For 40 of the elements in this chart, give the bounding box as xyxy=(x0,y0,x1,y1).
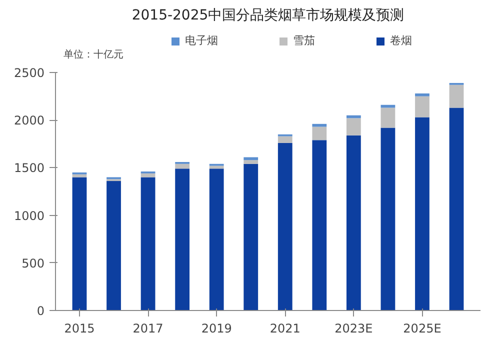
bar xyxy=(72,177,87,310)
y-tick-label: 500 xyxy=(22,256,44,270)
x-tick-label: 2025E xyxy=(403,322,442,336)
bar xyxy=(312,140,327,310)
x-tick-label: 2015 xyxy=(64,322,95,336)
y-tick-label: 1500 xyxy=(14,161,45,176)
x-tick-label: 2021 xyxy=(270,322,300,336)
bar xyxy=(244,157,258,160)
bar xyxy=(175,168,190,310)
y-tick-label: 2000 xyxy=(14,114,45,128)
bar xyxy=(415,117,430,310)
x-tick-label: 2017 xyxy=(132,322,164,336)
bar xyxy=(312,124,327,127)
text: 单位：十亿元 xyxy=(64,48,124,60)
y-tick-label: 1000 xyxy=(14,208,45,223)
bar xyxy=(346,118,361,136)
bar xyxy=(449,84,464,108)
y-tick-label: 0 xyxy=(36,304,45,318)
legend-label: 雪茄 xyxy=(293,33,315,48)
x-tick-label: 2019 xyxy=(201,322,232,336)
bar xyxy=(278,136,292,143)
bar xyxy=(244,164,258,310)
bar xyxy=(415,93,430,96)
legend-label: 卷烟 xyxy=(390,33,412,48)
x-tick-label: 2023E xyxy=(334,322,373,336)
bar xyxy=(140,177,156,310)
bar xyxy=(415,96,430,118)
bar xyxy=(449,108,464,310)
bar xyxy=(106,181,121,310)
chart-title: 2015-2025中国分品类烟草市场规模及预测 xyxy=(132,8,404,24)
bar xyxy=(175,164,190,169)
bar xyxy=(380,128,396,310)
bar xyxy=(244,160,258,164)
bar xyxy=(209,168,224,310)
bar xyxy=(380,108,396,128)
bar xyxy=(312,126,327,140)
bar xyxy=(346,135,361,310)
y-tick-label: 2500 xyxy=(14,66,45,80)
legend-label: 电子烟 xyxy=(185,33,218,48)
bar xyxy=(278,142,292,310)
